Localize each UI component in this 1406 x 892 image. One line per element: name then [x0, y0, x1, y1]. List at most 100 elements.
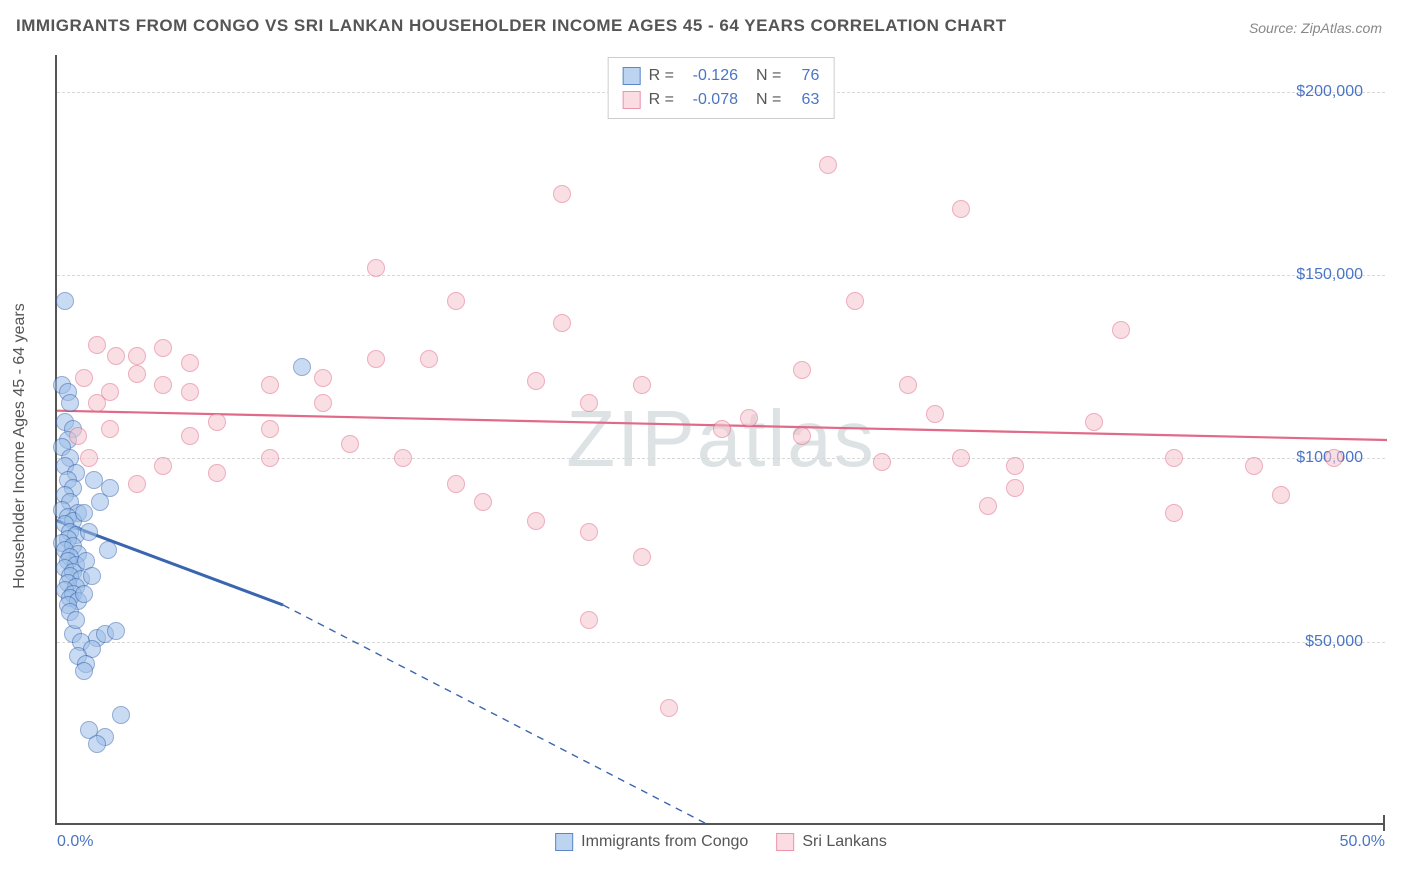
- data-point: [56, 292, 74, 310]
- data-point: [367, 259, 385, 277]
- swatch-icon: [555, 833, 573, 851]
- data-point: [88, 336, 106, 354]
- data-point: [154, 376, 172, 394]
- swatch-icon: [776, 833, 794, 851]
- stat-r-label: R =: [649, 64, 674, 88]
- data-point: [67, 611, 85, 629]
- data-point: [107, 347, 125, 365]
- data-point: [1085, 413, 1103, 431]
- y-tick-label: $150,000: [1296, 266, 1363, 284]
- swatch-icon: [623, 67, 641, 85]
- gridline: [57, 458, 1385, 459]
- stats-box: R = -0.126 N = 76 R = -0.078 N = 63: [608, 57, 835, 119]
- data-point: [154, 339, 172, 357]
- data-point: [846, 292, 864, 310]
- data-point: [154, 457, 172, 475]
- data-point: [819, 156, 837, 174]
- stat-n-value: 63: [789, 88, 819, 112]
- data-point: [899, 376, 917, 394]
- data-point: [314, 394, 332, 412]
- data-point: [1006, 479, 1024, 497]
- data-point: [1325, 449, 1343, 467]
- stat-r-value: -0.126: [682, 64, 738, 88]
- data-point: [75, 369, 93, 387]
- data-point: [69, 427, 87, 445]
- swatch-icon: [623, 91, 641, 109]
- data-point: [580, 523, 598, 541]
- data-point: [341, 435, 359, 453]
- data-point: [80, 449, 98, 467]
- data-point: [91, 493, 109, 511]
- data-point: [553, 185, 571, 203]
- stat-n-value: 76: [789, 64, 819, 88]
- data-point: [128, 475, 146, 493]
- data-point: [99, 541, 117, 559]
- x-tick-min: 0.0%: [57, 833, 93, 851]
- gridline: [57, 275, 1385, 276]
- data-point: [181, 383, 199, 401]
- y-tick-label: $50,000: [1305, 633, 1363, 651]
- gridline: [57, 642, 1385, 643]
- data-point: [394, 449, 412, 467]
- chart-title: IMMIGRANTS FROM CONGO VS SRI LANKAN HOUS…: [16, 16, 1007, 36]
- data-point: [1272, 486, 1290, 504]
- data-point: [1165, 449, 1183, 467]
- data-point: [128, 347, 146, 365]
- data-point: [1112, 321, 1130, 339]
- data-point: [88, 735, 106, 753]
- data-point: [527, 372, 545, 390]
- legend-label: Sri Lankans: [802, 833, 887, 851]
- stat-n-label: N =: [756, 88, 781, 112]
- data-point: [101, 420, 119, 438]
- data-point: [553, 314, 571, 332]
- data-point: [128, 365, 146, 383]
- y-tick-label: $200,000: [1296, 83, 1363, 101]
- plot-area: ZIPatlas $50,000$100,000$150,000$200,000…: [55, 55, 1385, 825]
- data-point: [107, 622, 125, 640]
- stat-r-value: -0.078: [682, 88, 738, 112]
- data-point: [181, 354, 199, 372]
- data-point: [75, 662, 93, 680]
- data-point: [208, 413, 226, 431]
- data-point: [1165, 504, 1183, 522]
- data-point: [660, 699, 678, 717]
- data-point: [793, 427, 811, 445]
- data-point: [293, 358, 311, 376]
- data-point: [261, 449, 279, 467]
- x-end-tick: [1383, 815, 1385, 831]
- y-axis-label: Householder Income Ages 45 - 64 years: [11, 303, 29, 589]
- data-point: [926, 405, 944, 423]
- stat-n-label: N =: [756, 64, 781, 88]
- legend: Immigrants from Congo Sri Lankans: [555, 833, 887, 851]
- source-label: Source: ZipAtlas.com: [1249, 20, 1382, 36]
- data-point: [75, 585, 93, 603]
- data-point: [633, 376, 651, 394]
- stat-r-label: R =: [649, 88, 674, 112]
- data-point: [83, 567, 101, 585]
- x-tick-max: 50.0%: [1340, 833, 1385, 851]
- data-point: [112, 706, 130, 724]
- data-point: [88, 394, 106, 412]
- data-point: [61, 394, 79, 412]
- watermark: ZIPatlas: [566, 393, 875, 485]
- data-point: [314, 369, 332, 387]
- legend-item: Immigrants from Congo: [555, 833, 748, 851]
- data-point: [367, 350, 385, 368]
- data-point: [979, 497, 997, 515]
- data-point: [181, 427, 199, 445]
- data-point: [952, 449, 970, 467]
- data-point: [740, 409, 758, 427]
- data-point: [1245, 457, 1263, 475]
- data-point: [447, 292, 465, 310]
- data-point: [261, 420, 279, 438]
- data-point: [474, 493, 492, 511]
- data-point: [447, 475, 465, 493]
- data-point: [873, 453, 891, 471]
- data-point: [793, 361, 811, 379]
- data-point: [633, 548, 651, 566]
- data-point: [527, 512, 545, 530]
- data-point: [420, 350, 438, 368]
- data-point: [580, 394, 598, 412]
- data-point: [261, 376, 279, 394]
- stats-row: R = -0.126 N = 76: [623, 64, 820, 88]
